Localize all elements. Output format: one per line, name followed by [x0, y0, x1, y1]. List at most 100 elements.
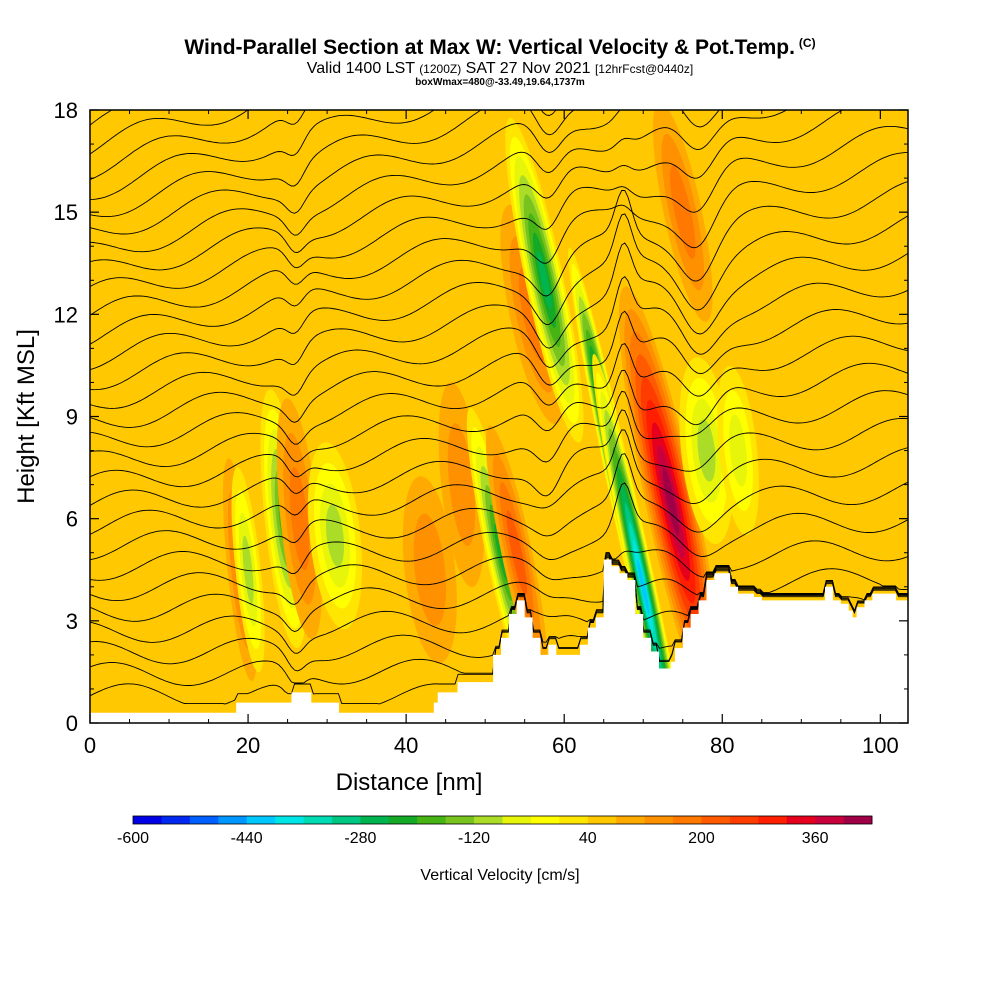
velocity-feature — [402, 476, 457, 664]
terrain-mask — [90, 559, 908, 723]
colorbar-tick-label: 40 — [579, 830, 597, 847]
valid-utc: (1200Z) — [419, 62, 462, 76]
colorbar-swatch — [275, 816, 304, 824]
velocity-feature — [505, 117, 584, 443]
colorbar-tick-label: -440 — [231, 830, 263, 847]
x-axis-label: Distance [nm] — [336, 769, 483, 796]
colorbar-swatch — [388, 816, 418, 824]
x-tick-label: 40 — [394, 733, 418, 758]
theta-contour — [90, 554, 908, 654]
colorbar: -600 -440 -280 -120 40 200 360 Vertical Velocit… — [117, 815, 873, 884]
valid-prefix: Valid 1400 LST — [306, 60, 415, 77]
theta-contour — [90, 110, 720, 235]
y-axis-label: Height [Kft MSL] — [13, 329, 40, 504]
y-tick-label: 3 — [66, 609, 78, 634]
velocity-level — [669, 165, 696, 260]
theta-contour — [90, 540, 908, 605]
colorbar-swatch — [673, 816, 702, 824]
theta-contour — [90, 556, 908, 686]
colorbar-swatch — [246, 816, 276, 824]
theta-contour — [90, 110, 788, 253]
colorbar-swatch — [644, 816, 674, 824]
y-tick-label: 6 — [66, 507, 78, 532]
box-info-line: boxWmax=480@-33.49,19.64,1737m — [415, 77, 585, 88]
colorbar-frame — [132, 815, 873, 825]
colorbar-tick-label: -600 — [117, 830, 149, 847]
colorbar-swatch — [445, 816, 475, 824]
colorbar-swatch — [587, 816, 617, 824]
theta-contour — [90, 110, 575, 218]
colorbar-swatch — [360, 816, 390, 824]
colorbar-swatch — [758, 816, 788, 824]
colorbar-swatch — [616, 816, 646, 824]
copyright-mark: (C) — [798, 36, 816, 50]
velocity-level — [242, 535, 254, 604]
colorbar-swatch — [303, 816, 333, 824]
theta-contour — [90, 453, 908, 561]
y-tick-label: 0 — [66, 711, 78, 736]
theta-contours — [90, 110, 908, 705]
velocity-feature — [618, 286, 723, 717]
colorbar-swatch — [331, 816, 361, 824]
colorbar-label: Vertical Velocity [cm/s] — [420, 867, 579, 884]
valid-time-line: Valid 1400 LST (1200Z) SAT 27 Nov 2021 [… — [0, 60, 1000, 78]
x-tick-label: 100 — [862, 733, 899, 758]
colorbar-swatch — [161, 816, 191, 824]
theta-contour — [90, 309, 908, 428]
theta-contour — [90, 390, 908, 488]
colorbar-tick-label: -280 — [344, 830, 376, 847]
colorbar-swatch — [843, 816, 873, 824]
colorbar-tick-label: 200 — [688, 830, 715, 847]
velocity-level — [494, 523, 508, 582]
x-tick-label: 0 — [84, 733, 96, 758]
y-tick-label: 15 — [54, 200, 78, 225]
colorbar-swatch — [133, 816, 162, 824]
velocity-level — [537, 251, 552, 309]
chart-title: Wind-Parallel Section at Max W: Vertical… — [0, 36, 1000, 60]
theta-contour — [90, 152, 908, 316]
velocity-feature — [717, 365, 759, 536]
axes: 0 20 40 60 80 100 0 3 6 9 12 15 18 Distance [nm] Heigh… — [13, 98, 908, 796]
theta-contour — [90, 335, 908, 448]
y-tick-label: 18 — [54, 98, 78, 123]
theta-contour — [90, 555, 908, 672]
velocity-level — [413, 513, 447, 626]
colorbar-swatch — [701, 816, 731, 824]
theta-contour — [90, 242, 908, 391]
theta-contour — [90, 429, 908, 535]
y-tick-label: 9 — [66, 405, 78, 430]
velocity-level — [729, 414, 748, 487]
theta-contour — [90, 110, 249, 155]
theta-contour — [90, 125, 908, 289]
colorbar-swatch — [474, 816, 503, 824]
velocity-feature — [652, 110, 713, 322]
theta-contour — [90, 110, 306, 180]
theta-contour — [90, 362, 908, 468]
colorbar-tick-label: 360 — [802, 830, 829, 847]
theta-contour — [90, 553, 908, 632]
theta-contour — [90, 110, 557, 201]
x-tick-label: 80 — [710, 733, 734, 758]
velocity-level — [506, 510, 528, 596]
valid-date: SAT 27 Nov 2021 — [465, 60, 591, 77]
forecast-info: [12hrFcst@0440z] — [594, 62, 694, 76]
colorbar-swatch — [189, 816, 219, 824]
theta-contour — [90, 409, 908, 508]
colorbar-swatch — [502, 816, 532, 824]
colorbar-tick-label: -120 — [458, 830, 490, 847]
x-tick-label: 60 — [552, 733, 576, 758]
chart-title-text: Wind-Parallel Section at Max W: Vertical… — [184, 36, 795, 59]
theta-contour — [90, 213, 908, 371]
theta-contour — [90, 110, 113, 126]
velocity-level — [662, 467, 680, 536]
velocity-level — [636, 558, 650, 615]
colorbar-swatch — [530, 816, 560, 824]
colorbar-swatch — [786, 816, 816, 824]
theta-contour — [90, 557, 908, 705]
colorbar-swatch — [417, 816, 447, 824]
colorbar-swatch — [218, 816, 248, 824]
colorbar-swatch — [729, 816, 759, 824]
terrain — [90, 559, 908, 723]
colorbar-swatch — [815, 816, 844, 824]
